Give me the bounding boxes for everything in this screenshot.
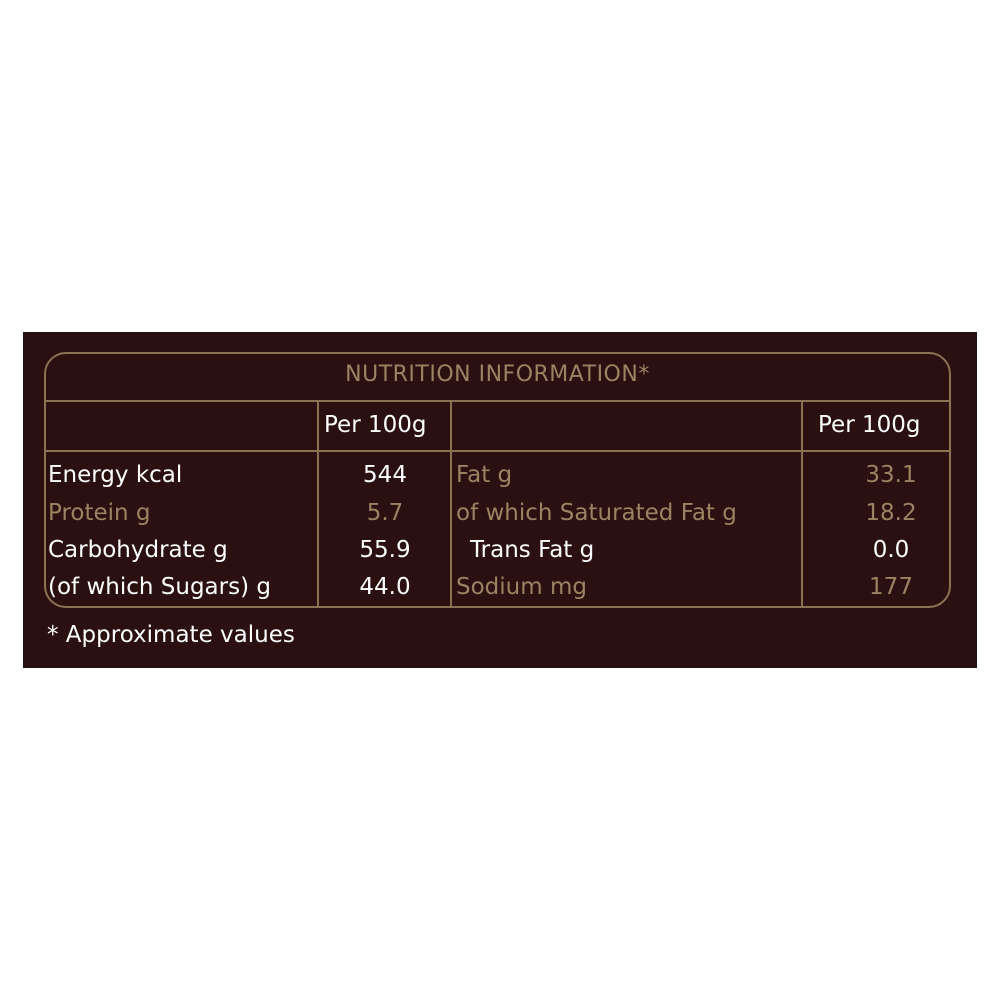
nutrition-panel: NUTRITION INFORMATION* Per 100g Per 100g… (23, 332, 977, 668)
left-per-100g-header: Per 100g (324, 412, 427, 438)
divider (317, 400, 319, 606)
row-value: 18.2 (865, 500, 917, 526)
row-value: 177 (869, 574, 913, 600)
divider (46, 450, 949, 452)
row-label: Fat g (456, 462, 513, 488)
row-value: 33.1 (865, 462, 917, 488)
row-value: 55.9 (359, 537, 411, 563)
nutrition-table: NUTRITION INFORMATION* Per 100g Per 100g… (44, 352, 951, 608)
row-label: Carbohydrate g (48, 537, 228, 563)
divider (46, 400, 949, 402)
table-title: NUTRITION INFORMATION* (345, 362, 650, 387)
row-label: of which Saturated Fat g (456, 500, 737, 526)
row-label: (of which Sugars) g (48, 574, 271, 600)
divider (450, 400, 452, 606)
row-value: 44.0 (359, 574, 411, 600)
row-label: Protein g (48, 500, 151, 526)
row-value: 0.0 (872, 537, 910, 563)
divider (801, 400, 803, 606)
row-label: Sodium mg (456, 574, 587, 600)
row-label: Trans Fat g (470, 537, 595, 563)
row-label: Energy kcal (48, 462, 183, 488)
right-per-100g-header: Per 100g (818, 412, 921, 438)
footnote: * Approximate values (47, 622, 295, 648)
row-value: 5.7 (366, 500, 404, 526)
row-value: 544 (363, 462, 407, 488)
